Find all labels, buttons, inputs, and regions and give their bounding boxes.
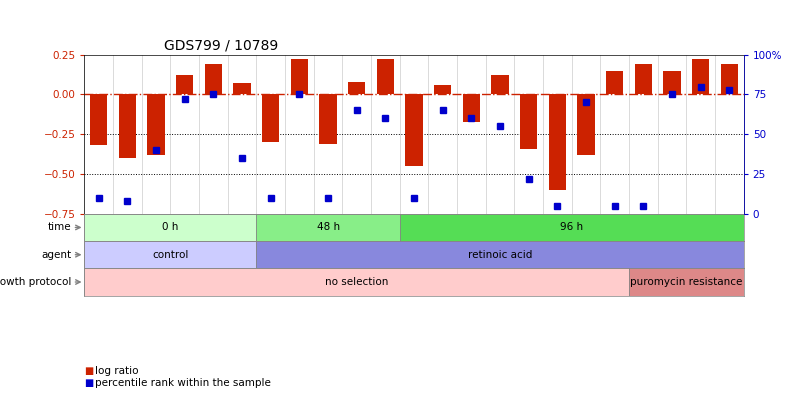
Bar xyxy=(348,82,365,94)
Text: 48 h: 48 h xyxy=(316,222,339,232)
Bar xyxy=(577,94,594,155)
Text: GDS799 / 10789: GDS799 / 10789 xyxy=(163,38,278,52)
Bar xyxy=(205,64,222,94)
Bar xyxy=(147,94,165,155)
Bar xyxy=(719,64,737,94)
Bar xyxy=(262,94,279,142)
Text: time: time xyxy=(47,222,71,232)
Bar xyxy=(662,70,680,94)
Bar xyxy=(463,94,479,122)
Bar xyxy=(377,60,393,94)
Bar xyxy=(256,214,399,241)
Text: growth protocol: growth protocol xyxy=(0,277,71,287)
Bar xyxy=(233,83,251,94)
Bar xyxy=(176,75,193,94)
Bar xyxy=(84,214,256,241)
Text: retinoic acid: retinoic acid xyxy=(467,250,532,260)
Bar xyxy=(319,94,336,144)
Bar xyxy=(691,60,708,94)
Bar xyxy=(634,64,651,94)
Text: ■: ■ xyxy=(84,378,94,388)
Bar xyxy=(84,269,628,296)
Text: ■: ■ xyxy=(84,366,94,375)
Bar xyxy=(291,60,308,94)
Bar xyxy=(119,94,136,158)
Bar xyxy=(520,94,536,149)
Bar xyxy=(548,94,565,190)
Bar xyxy=(405,94,422,166)
Text: 96 h: 96 h xyxy=(560,222,582,232)
Bar xyxy=(84,241,256,269)
Bar xyxy=(399,214,743,241)
Bar xyxy=(628,269,743,296)
Bar xyxy=(256,241,743,269)
Text: percentile rank within the sample: percentile rank within the sample xyxy=(95,378,271,388)
Text: 0 h: 0 h xyxy=(162,222,178,232)
Bar xyxy=(605,70,622,94)
Bar xyxy=(491,75,508,94)
Text: no selection: no selection xyxy=(324,277,388,287)
Text: puromycin resistance: puromycin resistance xyxy=(630,277,742,287)
Text: log ratio: log ratio xyxy=(95,366,138,375)
Text: control: control xyxy=(152,250,189,260)
Bar xyxy=(90,94,108,145)
Text: agent: agent xyxy=(41,250,71,260)
Bar xyxy=(434,85,450,94)
